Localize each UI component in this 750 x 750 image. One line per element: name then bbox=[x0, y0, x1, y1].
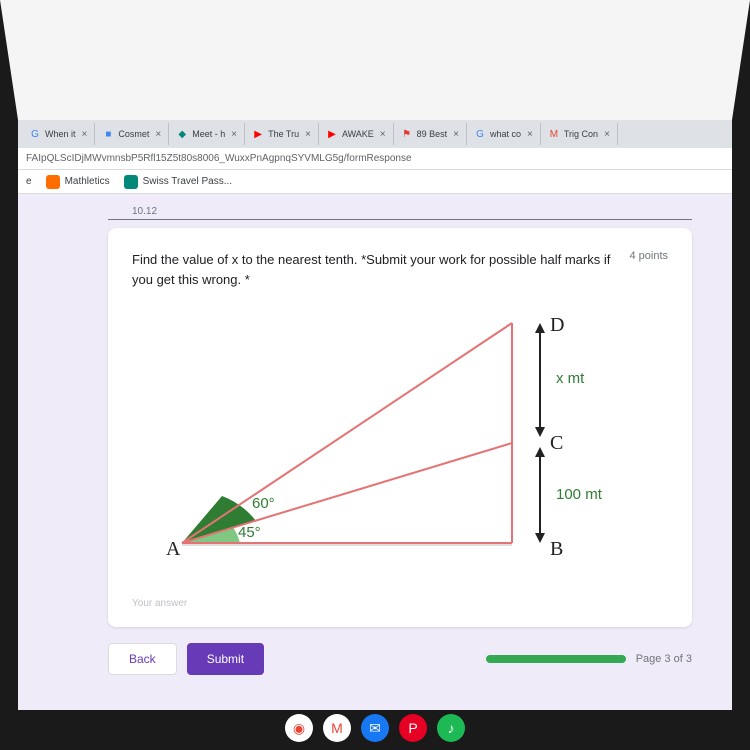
tab-icon-2: ◆ bbox=[176, 128, 188, 140]
screen: GWhen it× ■Cosmet× ◆Meet - h× ▶The Tru× … bbox=[18, 120, 732, 710]
tab-icon-3: ▶ bbox=[252, 128, 264, 140]
tab-label-5: 89 Best bbox=[417, 129, 448, 139]
dock-gmail-icon[interactable]: M bbox=[323, 714, 351, 742]
points-label: 4 points bbox=[629, 250, 668, 289]
laptop-frame: GWhen it× ■Cosmet× ◆Meet - h× ▶The Tru× … bbox=[0, 0, 750, 750]
bookmark-label-1: Mathletics bbox=[65, 176, 110, 187]
angle-60-label: 60° bbox=[252, 495, 275, 512]
tab-label-7: Trig Con bbox=[564, 129, 598, 139]
page-info: Page 3 of 3 bbox=[636, 653, 692, 665]
tab-icon-4: ▶ bbox=[326, 128, 338, 140]
bookmark-1[interactable]: Mathletics bbox=[46, 175, 110, 189]
tab-icon-1: ■ bbox=[102, 128, 114, 140]
tab-label-3: The Tru bbox=[268, 129, 299, 139]
close-icon[interactable]: × bbox=[527, 129, 533, 140]
tab-icon-5: ⚑ bbox=[401, 128, 413, 140]
arrow-dc-head-top bbox=[535, 323, 545, 333]
progress-bar bbox=[486, 655, 626, 663]
form-footer: Back Submit Page 3 of 3 bbox=[108, 643, 692, 675]
diagram-svg: A B C D 60° 45° bbox=[132, 303, 612, 583]
tab-7[interactable]: M Trig Con × bbox=[541, 123, 618, 145]
tab-5[interactable]: ⚑ 89 Best × bbox=[394, 123, 467, 145]
tab-icon-7: M bbox=[548, 128, 560, 140]
close-icon[interactable]: × bbox=[231, 129, 237, 140]
vertex-b: B bbox=[550, 538, 563, 560]
close-icon[interactable]: × bbox=[82, 129, 88, 140]
angle-45-label: 45° bbox=[238, 524, 261, 541]
form-content: 10.12 Find the value of x to the nearest… bbox=[18, 194, 732, 710]
browser-tab-bar: GWhen it× ■Cosmet× ◆Meet - h× ▶The Tru× … bbox=[18, 120, 732, 148]
bookmark-icon bbox=[124, 175, 138, 189]
tab-label-4: AWAKE bbox=[342, 129, 374, 139]
bookmark-0[interactable]: e bbox=[26, 176, 32, 187]
side-ad bbox=[182, 323, 512, 543]
progress-fill bbox=[486, 655, 626, 663]
tab-label-2: Meet - h bbox=[192, 129, 225, 139]
tab-2[interactable]: ◆ Meet - h × bbox=[169, 123, 245, 145]
previous-answer-line: 10.12 bbox=[108, 206, 692, 220]
tab-label-1: Cosmet bbox=[118, 129, 149, 139]
bookmark-label-0: e bbox=[26, 176, 32, 187]
tab-0[interactable]: G When it × bbox=[22, 123, 95, 145]
question-text: Find the value of x to the nearest tenth… bbox=[132, 250, 613, 289]
question-card: Find the value of x to the nearest tenth… bbox=[108, 228, 692, 627]
submit-button[interactable]: Submit bbox=[187, 643, 264, 675]
answer-input[interactable]: Your answer bbox=[132, 598, 668, 609]
tab-label-0: When it bbox=[45, 129, 76, 139]
side-ac bbox=[182, 443, 512, 543]
back-button[interactable]: Back bbox=[108, 643, 177, 675]
label-100: 100 mt bbox=[556, 486, 603, 503]
tab-3[interactable]: ▶ The Tru × bbox=[245, 123, 319, 145]
bookmark-icon bbox=[46, 175, 60, 189]
tab-1[interactable]: ■ Cosmet × bbox=[95, 123, 169, 145]
tab-icon-6: G bbox=[474, 128, 486, 140]
question-row: Find the value of x to the nearest tenth… bbox=[132, 250, 668, 289]
bookmark-bar: e Mathletics Swiss Travel Pass... bbox=[18, 170, 732, 194]
vertex-c: C bbox=[550, 432, 563, 454]
url-text: FAIpQLScIDjMWvmnsbP5Rfl15Z5t80s8006_Wuxx… bbox=[26, 153, 412, 164]
vertex-a: A bbox=[166, 538, 181, 560]
dock-spotify-icon[interactable]: ♪ bbox=[437, 714, 465, 742]
arrow-dc-head-bot bbox=[535, 427, 545, 437]
dock-chrome-icon[interactable]: ◉ bbox=[285, 714, 313, 742]
tab-6[interactable]: Gwhat co × bbox=[467, 123, 541, 145]
dock-mail-icon[interactable]: ✉ bbox=[361, 714, 389, 742]
previous-answer-text: 10.12 bbox=[132, 206, 157, 217]
tab-label-6: what co bbox=[490, 129, 521, 139]
bookmark-2[interactable]: Swiss Travel Pass... bbox=[124, 175, 232, 189]
dock-pinterest-icon[interactable]: P bbox=[399, 714, 427, 742]
progress-wrap: Page 3 of 3 bbox=[276, 653, 692, 665]
url-bar[interactable]: FAIpQLScIDjMWvmnsbP5Rfl15Z5t80s8006_Wuxx… bbox=[18, 148, 732, 170]
close-icon[interactable]: × bbox=[604, 129, 610, 140]
close-icon[interactable]: × bbox=[155, 129, 161, 140]
tab-4[interactable]: ▶ AWAKE × bbox=[319, 123, 394, 145]
close-icon[interactable]: × bbox=[453, 129, 459, 140]
tab-icon-0: G bbox=[29, 128, 41, 140]
label-x: x mt bbox=[556, 370, 585, 387]
triangle-diagram: A B C D 60° 45° bbox=[132, 303, 668, 588]
arrow-cb-head-top bbox=[535, 447, 545, 457]
macos-dock: ◉ M ✉ P ♪ bbox=[285, 714, 465, 742]
bookmark-label-2: Swiss Travel Pass... bbox=[143, 176, 232, 187]
arrow-cb-head-bot bbox=[535, 533, 545, 543]
close-icon[interactable]: × bbox=[305, 129, 311, 140]
vertex-d: D bbox=[550, 314, 564, 336]
close-icon[interactable]: × bbox=[380, 129, 386, 140]
